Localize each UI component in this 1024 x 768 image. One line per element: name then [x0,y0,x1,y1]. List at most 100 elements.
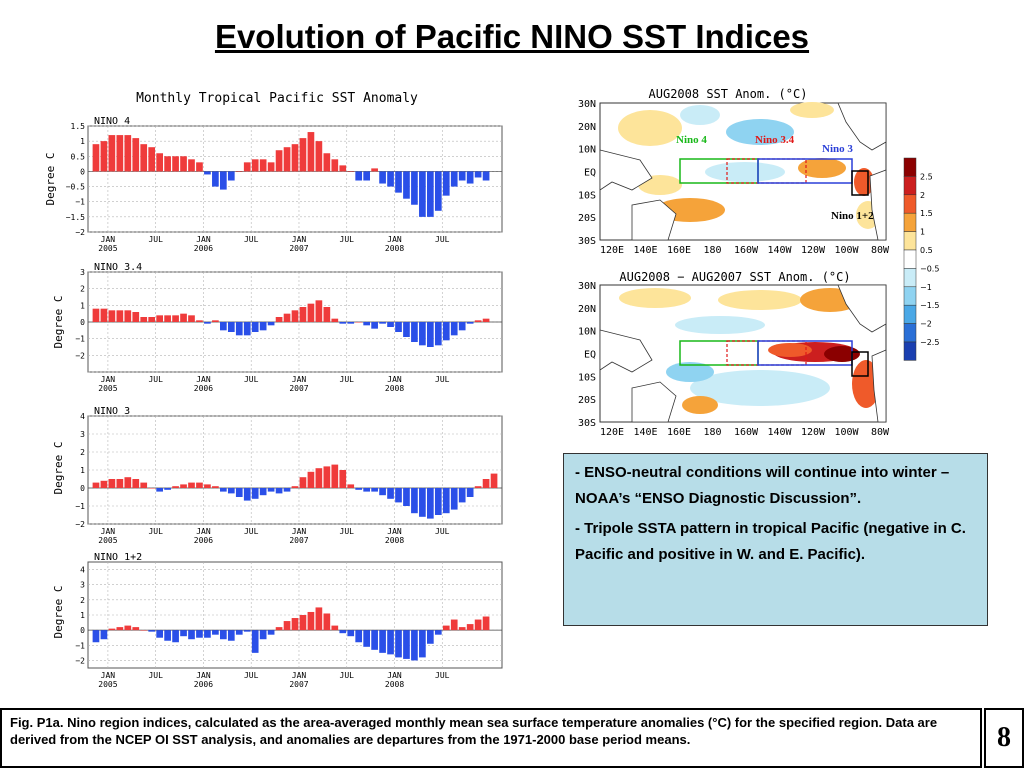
warm-patch [682,396,718,414]
y-tick-label: 2 [80,285,85,294]
y-axis-label: Degree C [44,153,57,206]
bar [490,473,498,488]
bar [339,322,347,324]
bar [331,159,339,172]
lon-label: 160W [734,427,759,438]
lat-label: 10N [578,327,596,338]
bar [180,156,187,172]
bar [482,616,490,631]
x-tick-label: JAN [387,671,402,680]
bar [235,171,243,172]
bar [188,159,195,172]
colorbar-swatch [903,304,917,324]
colorbar-swatch [903,249,917,269]
x-tick-label: JAN [292,527,307,536]
x-tick-label: JUL [340,235,355,244]
bar [116,310,124,322]
y-tick-label: 3 [80,268,85,277]
x-tick-label: JUL [435,235,450,244]
sst-difference-map: AUG2008 − AUG2007 SST Anom. (°C) 30N 20N 1… [578,270,890,438]
x-tick-year: 2008 [385,244,404,253]
bar [371,630,378,650]
bar [275,627,283,631]
lat-label: 30N [578,281,596,292]
bar [140,144,148,172]
bar [419,630,426,658]
bar [164,315,171,322]
bar [450,322,458,336]
bar [291,618,299,631]
x-tick-label: JAN [387,527,402,536]
bar [434,488,442,515]
bar [172,630,179,643]
bar [156,315,163,322]
bar [387,171,394,187]
colorbar-label: 0.5 [920,246,933,255]
bar [243,488,251,501]
bar [188,630,195,640]
bar [379,322,386,324]
panel-title: NINO 3.4 [94,262,142,273]
bar [227,322,235,332]
y-tick-label: 3 [80,430,85,439]
x-tick-label: JUL [340,375,355,384]
bar [442,625,450,631]
x-tick-year: 2007 [289,536,308,545]
bar [427,630,434,644]
bar [331,464,339,488]
bar [92,482,100,488]
warm-patch [790,102,834,118]
y-tick-label: 4 [80,412,85,421]
bar [148,147,156,172]
x-tick-label: JAN [387,375,402,384]
bar [251,630,259,653]
lon-label: 120E [600,427,624,438]
bar [275,317,283,322]
bar [124,477,132,488]
bar [204,322,211,324]
bar [307,611,315,631]
bar [188,315,195,322]
bar [466,322,474,324]
bar [291,144,299,172]
colorbar-swatch [903,323,917,343]
bar [434,171,442,211]
bar [379,171,386,184]
lon-label: 120W [801,245,826,256]
bar [387,630,394,655]
colorbar-label: 1 [920,228,925,237]
bar [267,488,275,492]
colorbar-swatch [903,286,917,306]
bar [395,171,402,193]
bar [212,486,219,488]
x-tick-label: JAN [101,527,116,536]
bar [283,147,291,172]
bar [243,322,251,336]
lat-label: 20S [578,395,596,406]
bar [267,322,275,326]
bullet-item: - Tripole SSTA pattern in tropical Pacif… [575,516,977,568]
y-tick-label: 2 [80,448,85,457]
bar [363,171,370,181]
lon-label: 100W [834,427,859,438]
x-tick-year: 2007 [289,680,308,689]
y-axis-label: Degree C [52,296,65,349]
y-tick-label: −0.5 [66,183,85,192]
bar [235,630,243,635]
x-tick-label: JAN [292,671,307,680]
bar [331,318,339,322]
bar [212,320,219,322]
x-tick-year: 2006 [194,244,213,253]
y-tick-label: −1 [75,198,85,207]
warm-patch [824,346,860,362]
cool-patch [726,119,794,145]
bar [291,310,299,322]
y-tick-label: 1 [80,611,85,620]
warm-patch [854,168,874,196]
lat-label: EQ [584,168,596,179]
bar [92,630,100,643]
x-tick-year: 2005 [98,680,117,689]
bar [347,322,355,324]
bar [411,488,418,514]
bar [227,488,235,494]
